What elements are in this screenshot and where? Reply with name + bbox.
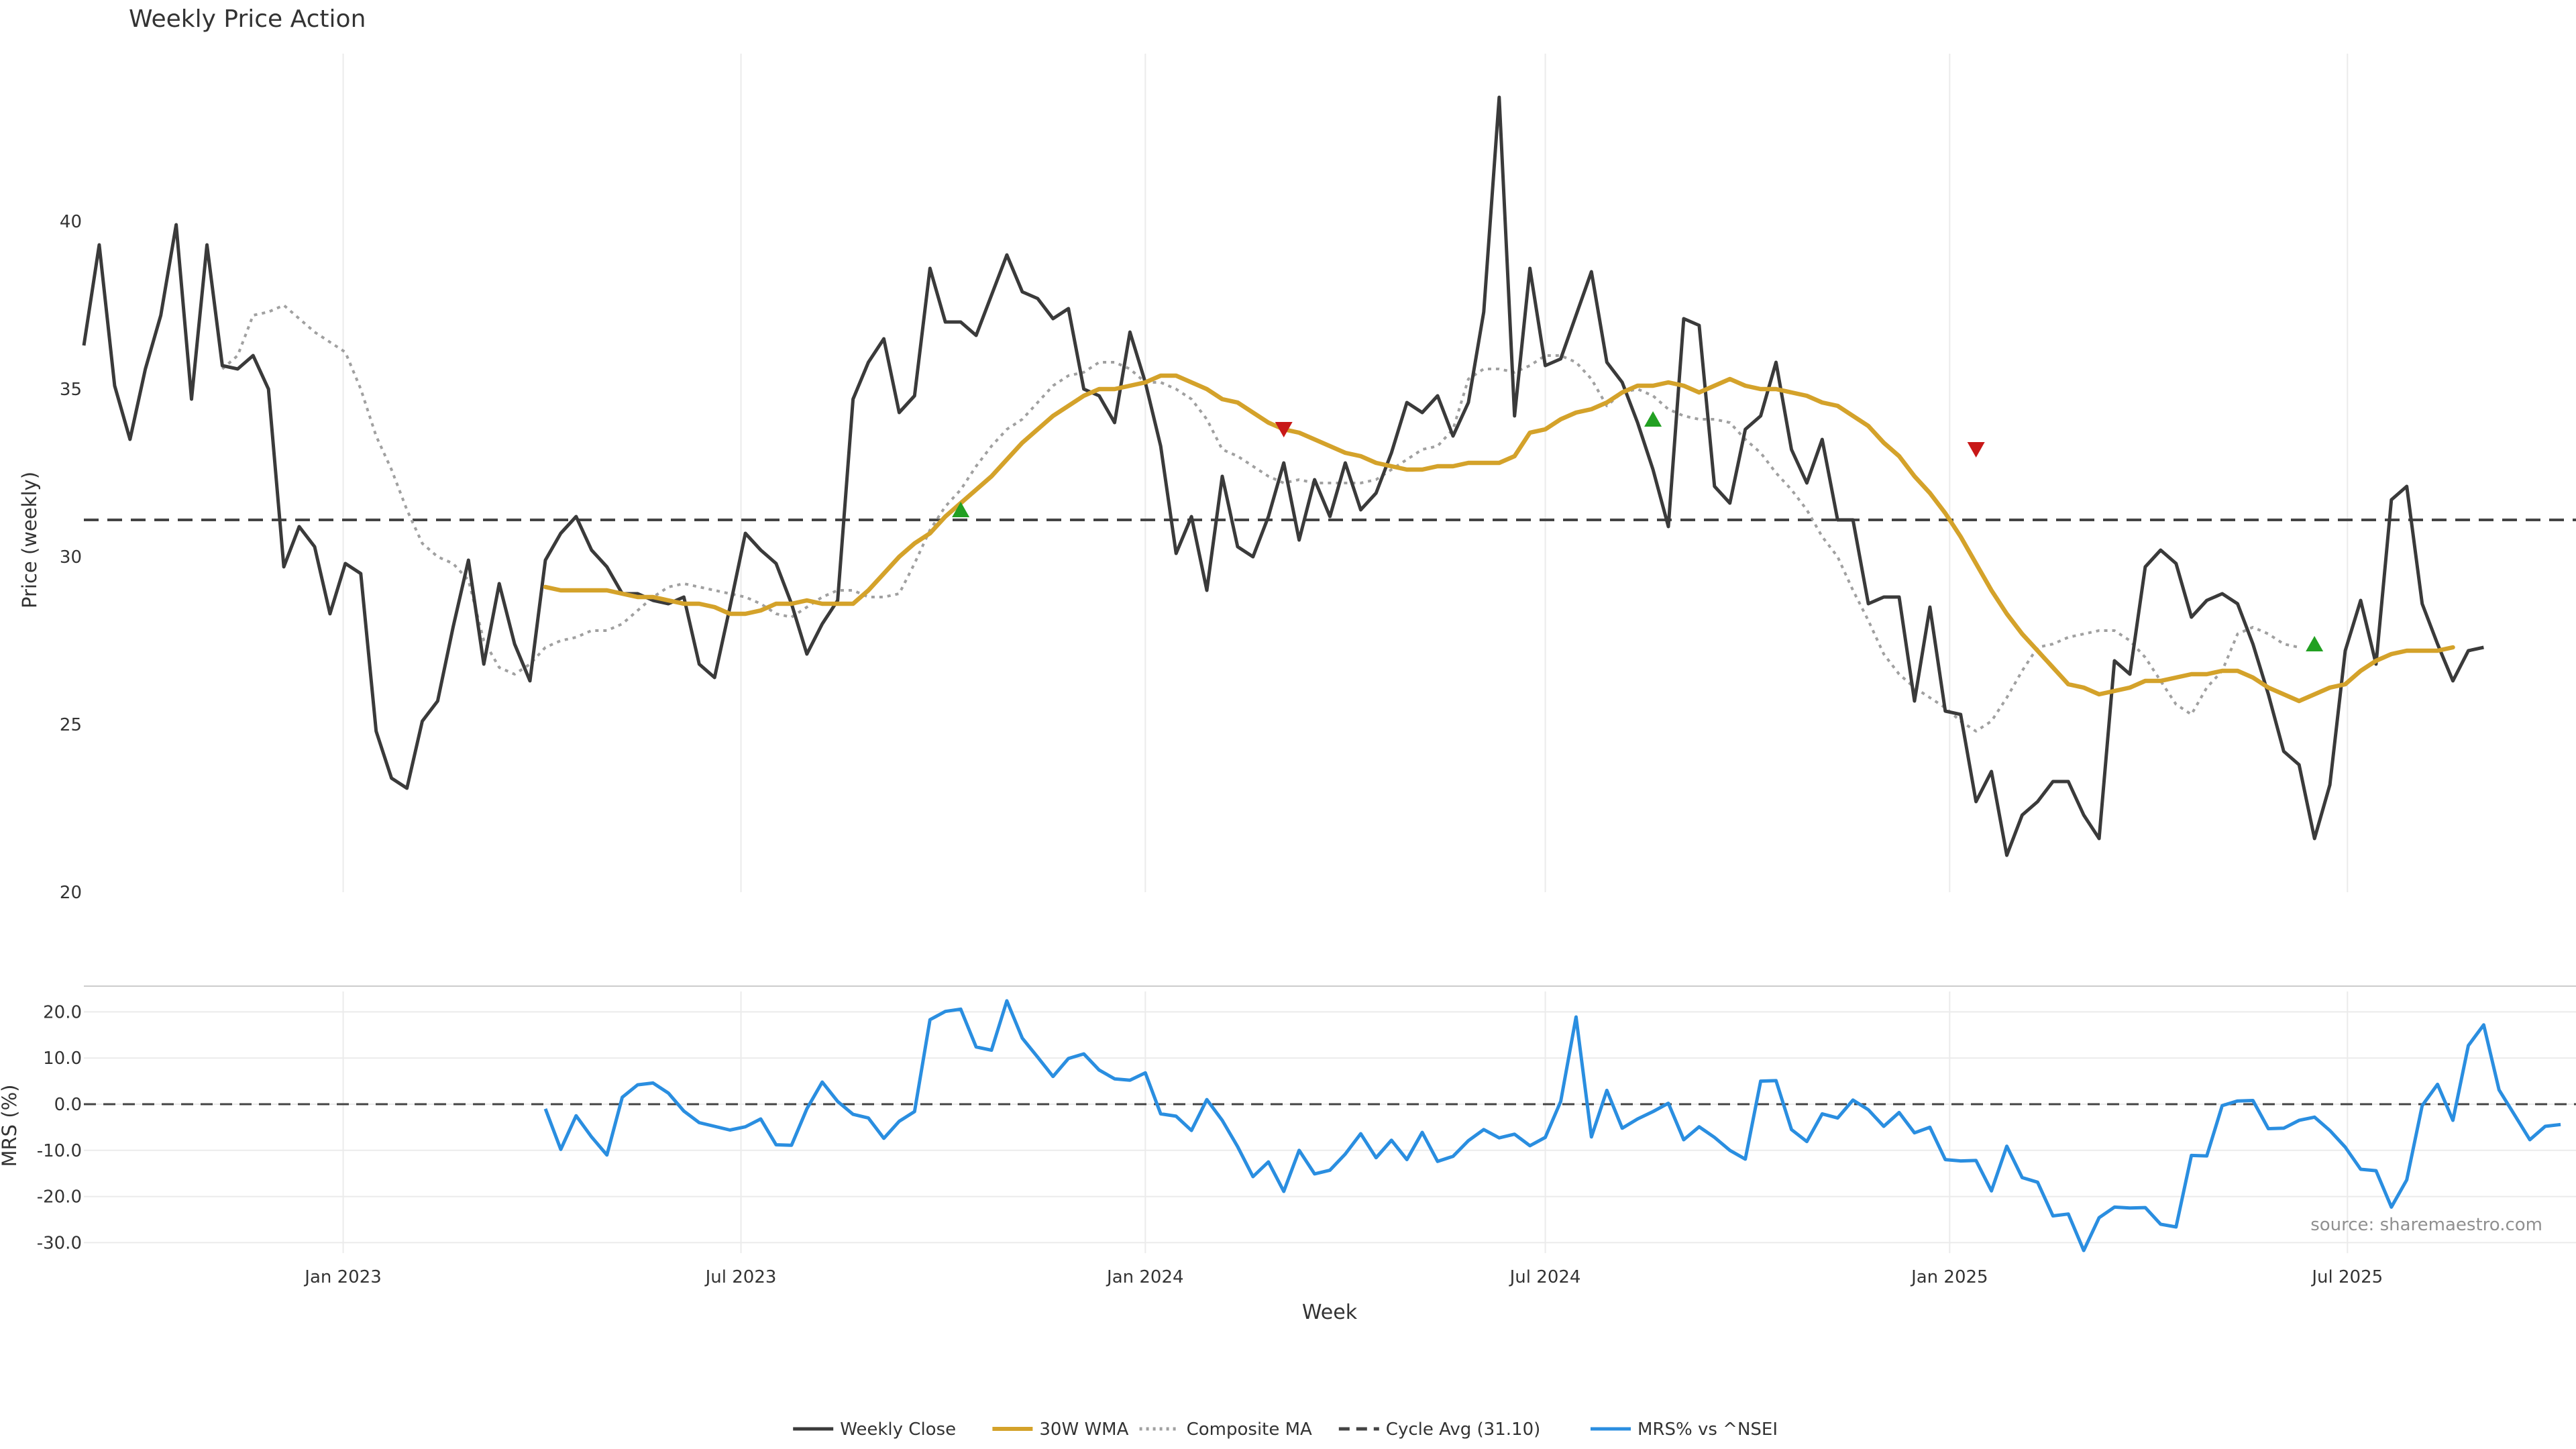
- x-tick-label: Jul 2024: [1509, 1267, 1581, 1287]
- x-tick-label: Jan 2025: [1910, 1267, 1988, 1287]
- buy-signal-marker: [2306, 636, 2324, 651]
- mrs-y-tick-label: 10.0: [43, 1049, 82, 1069]
- composite-ma-line: [221, 304, 2300, 733]
- signal-markers: [952, 411, 2324, 651]
- mrs-y-tick-labels: 20.0 10.0 0.0 -10.0 -20.0 -30.0: [37, 1002, 82, 1253]
- mrs-series-layer: [84, 999, 2576, 1252]
- price-y-tick-label: 20: [60, 883, 82, 903]
- price-y-tick-label: 30: [60, 547, 82, 568]
- x-tick-label: Jul 2023: [704, 1267, 777, 1287]
- mrs-y-tick-label: 20.0: [43, 1002, 82, 1022]
- price-series-layer: [82, 95, 2576, 857]
- price-panel-grid: [342, 54, 2349, 892]
- sell-signal-marker: [1275, 422, 1293, 437]
- price-y-tick-labels: 20 25 30 35 40: [60, 212, 82, 903]
- wma-30w-line: [543, 373, 2455, 704]
- chart-title: Weekly Price Action: [129, 5, 366, 33]
- mrs-y-tick-label: -10.0: [37, 1141, 82, 1161]
- sell-signal-marker: [1967, 442, 1985, 458]
- legend-label: 30W WMA: [1039, 1419, 1128, 1440]
- chart-legend: Weekly Close 30W WMA Composite MA Cycle Avg…: [793, 1419, 1778, 1440]
- mrs-y-tick-label: 0.0: [54, 1095, 82, 1115]
- legend-label: MRS% vs ^NSEI: [1638, 1419, 1778, 1440]
- mrs-y-axis-label: MRS (%): [0, 1085, 21, 1167]
- buy-signal-marker: [952, 502, 970, 517]
- x-axis-label: Week: [1302, 1301, 1358, 1324]
- x-tick-labels: Jan 2023 Jul 2023 Jan 2024 Jul 2024 Jan 2025…: [303, 1267, 2383, 1287]
- x-tick-label: Jan 2024: [1106, 1267, 1184, 1287]
- source-attribution: source: sharemaestro.com: [2310, 1215, 2542, 1235]
- mrs-line: [543, 999, 2561, 1252]
- price-y-tick-label: 40: [60, 212, 82, 232]
- price-y-tick-label: 35: [60, 380, 82, 400]
- mrs-y-tick-label: -20.0: [37, 1187, 82, 1208]
- legend-label: Cycle Avg (31.10): [1386, 1419, 1540, 1440]
- x-tick-label: Jan 2023: [303, 1267, 382, 1287]
- weekly-close-line: [82, 95, 2484, 857]
- mrs-panel-grid: [84, 991, 2576, 1253]
- mrs-y-tick-label: -30.0: [37, 1233, 82, 1253]
- legend-label: Composite MA: [1187, 1419, 1312, 1440]
- legend-label: Weekly Close: [840, 1419, 956, 1440]
- buy-signal-marker: [1644, 411, 1662, 427]
- price-y-tick-label: 25: [60, 715, 82, 735]
- price-y-axis-label: Price (weekly): [18, 472, 41, 608]
- x-tick-label: Jul 2025: [2310, 1267, 2383, 1287]
